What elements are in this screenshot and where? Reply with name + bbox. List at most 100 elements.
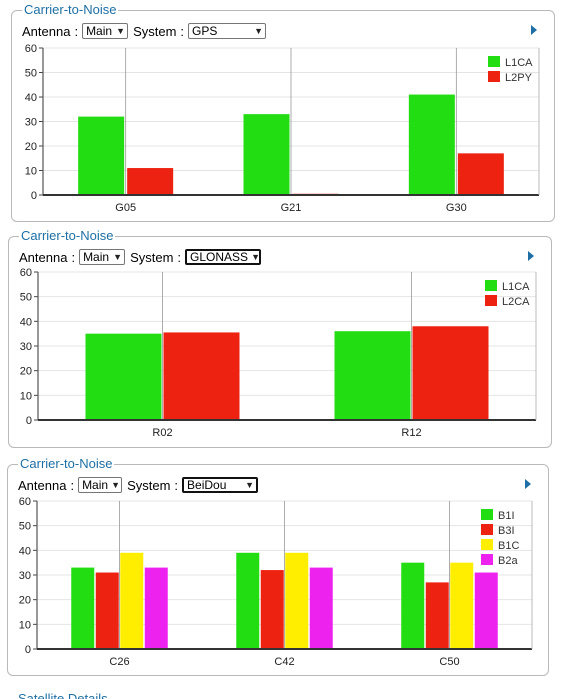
bar-l1ca-g21: [243, 114, 290, 195]
bar-b1i-c26: [71, 567, 95, 649]
y-tick-label: 20: [25, 141, 37, 153]
bar-l1ca-g05: [78, 116, 125, 195]
y-tick-label: 0: [26, 415, 32, 427]
expand-arrow-icon[interactable]: [525, 479, 531, 489]
x-tick-label: G30: [446, 202, 467, 214]
y-tick-label: 40: [19, 545, 31, 557]
x-tick-label: C42: [274, 656, 294, 668]
y-tick-label: 40: [20, 316, 32, 328]
system-select-value: GPS: [192, 24, 218, 38]
system-label: System: [133, 23, 177, 39]
system-select-value: GLONASS: [190, 250, 249, 264]
bar-l1ca-g30: [408, 94, 455, 195]
system-select[interactable]: GPS ▼: [188, 23, 267, 39]
bar-b2a-c50: [474, 572, 498, 649]
chevron-down-icon: ▼: [113, 252, 123, 262]
chevron-down-icon: ▼: [251, 252, 260, 262]
y-tick-label: 0: [31, 190, 37, 202]
y-tick-label: 10: [25, 166, 37, 178]
cn-panel-glonass: Carrier-to-Noise Antenna : Main ▼ System…: [8, 228, 552, 448]
bar-l2py-g30: [457, 153, 504, 195]
x-tick-label: C26: [109, 656, 129, 668]
legend-label-b1c: B1C: [498, 540, 519, 552]
antenna-label: Antenna: [22, 23, 71, 39]
y-tick-label: 30: [20, 341, 32, 353]
x-tick-label: R02: [152, 427, 172, 439]
panel-controls: Antenna : Main ▼ System : BeiDou ▼: [18, 477, 263, 493]
bar-b1c-c42: [285, 552, 309, 649]
x-tick-label: R12: [401, 427, 421, 439]
expand-arrow-icon[interactable]: [528, 251, 534, 261]
y-tick-label: 10: [20, 390, 32, 402]
y-tick-label: 0: [25, 644, 31, 656]
legend-swatch-l1ca: [488, 56, 500, 67]
x-tick-label: G21: [281, 202, 302, 214]
bar-b1c-c50: [450, 562, 474, 649]
bar-b3i-c26: [95, 572, 119, 649]
y-tick-label: 50: [20, 292, 32, 304]
chevron-down-icon: ▼: [116, 26, 126, 36]
antenna-select-value: Main: [86, 24, 113, 38]
legend-label-l2ca: L2CA: [502, 296, 530, 308]
legend-swatch-l2ca: [485, 295, 497, 306]
system-label: System: [127, 477, 171, 493]
bar-b3i-c50: [425, 582, 449, 649]
legend-label-l1ca: L1CA: [502, 281, 530, 293]
legend-label-b1i: B1I: [498, 510, 515, 522]
legend-label-b2a: B2a: [498, 555, 518, 567]
system-select[interactable]: GLONASS ▼: [185, 249, 262, 265]
bar-b3i-c42: [260, 570, 284, 649]
cn-chart-glonass: 0 10 20 30 40 50 60 R02 R12 L1CA L2CA: [20, 267, 537, 439]
system-label: System: [130, 249, 174, 265]
panel-title: Carrier-to-Noise: [22, 2, 119, 18]
legend-label-l2py: L2PY: [505, 72, 533, 84]
antenna-select-value: Main: [82, 478, 109, 492]
antenna-select[interactable]: Main ▼: [79, 249, 126, 265]
bar-l1ca-r02: [85, 333, 162, 420]
legend-label-l1ca: L1CA: [505, 57, 533, 69]
chevron-down-icon: ▼: [111, 480, 120, 490]
cn-chart-gps: 0 10 20 30 40 50 60 G05 G21 G30 L1CA L2PY: [25, 43, 540, 214]
y-tick-label: 60: [25, 43, 37, 55]
legend-swatch-b1i: [481, 509, 493, 520]
legend-swatch-l1ca: [485, 280, 497, 291]
bar-l2ca-r12: [412, 326, 489, 420]
legend-label-b3i: B3I: [498, 525, 515, 537]
cn-panel-beidou: Carrier-to-Noise Antenna : Main ▼ System…: [7, 456, 549, 676]
bar-b2a-c26: [144, 567, 168, 649]
bar-b1i-c42: [236, 552, 260, 649]
system-select-value: BeiDou: [187, 478, 227, 492]
y-tick-label: 20: [20, 366, 32, 378]
y-tick-label: 30: [25, 117, 37, 129]
satellite-details-title: Satellite Details: [18, 691, 108, 699]
antenna-label: Antenna: [19, 249, 68, 265]
panel-title: Carrier-to-Noise: [18, 456, 115, 472]
chevron-down-icon: ▼: [254, 26, 264, 36]
bar-l2py-g05: [127, 168, 174, 195]
antenna-select[interactable]: Main ▼: [82, 23, 129, 39]
y-tick-label: 30: [19, 570, 31, 582]
x-tick-label: G05: [115, 202, 136, 214]
chevron-down-icon: ▼: [245, 480, 255, 490]
y-tick-label: 10: [19, 619, 31, 631]
system-select[interactable]: BeiDou ▼: [182, 477, 259, 493]
antenna-label: Antenna: [18, 477, 67, 493]
y-tick-label: 50: [25, 68, 37, 80]
bar-l2ca-r02: [163, 332, 240, 420]
cn-panel-gps: Carrier-to-Noise Antenna : Main ▼ System…: [11, 2, 555, 222]
legend-swatch-b1c: [481, 539, 493, 550]
bar-l1ca-r12: [334, 331, 411, 420]
bar-b1i-c50: [401, 562, 425, 649]
panel-controls: Antenna : Main ▼ System : GPS ▼: [22, 23, 271, 39]
y-tick-label: 60: [20, 267, 32, 279]
panel-controls: Antenna : Main ▼ System : GLONASS ▼: [19, 249, 262, 265]
y-tick-label: 60: [19, 496, 31, 508]
legend-swatch-l2py: [488, 71, 500, 82]
cn-chart-beidou: 0 10 20 30 40 50 60 C26 C42 C50 B1I B3I B1C B2a: [19, 496, 533, 668]
bar-b1c-c26: [120, 552, 144, 649]
y-tick-label: 20: [19, 595, 31, 607]
bar-b2a-c42: [309, 567, 333, 649]
expand-arrow-icon[interactable]: [531, 25, 537, 35]
antenna-select-value: Main: [83, 250, 110, 264]
antenna-select[interactable]: Main ▼: [78, 477, 123, 493]
